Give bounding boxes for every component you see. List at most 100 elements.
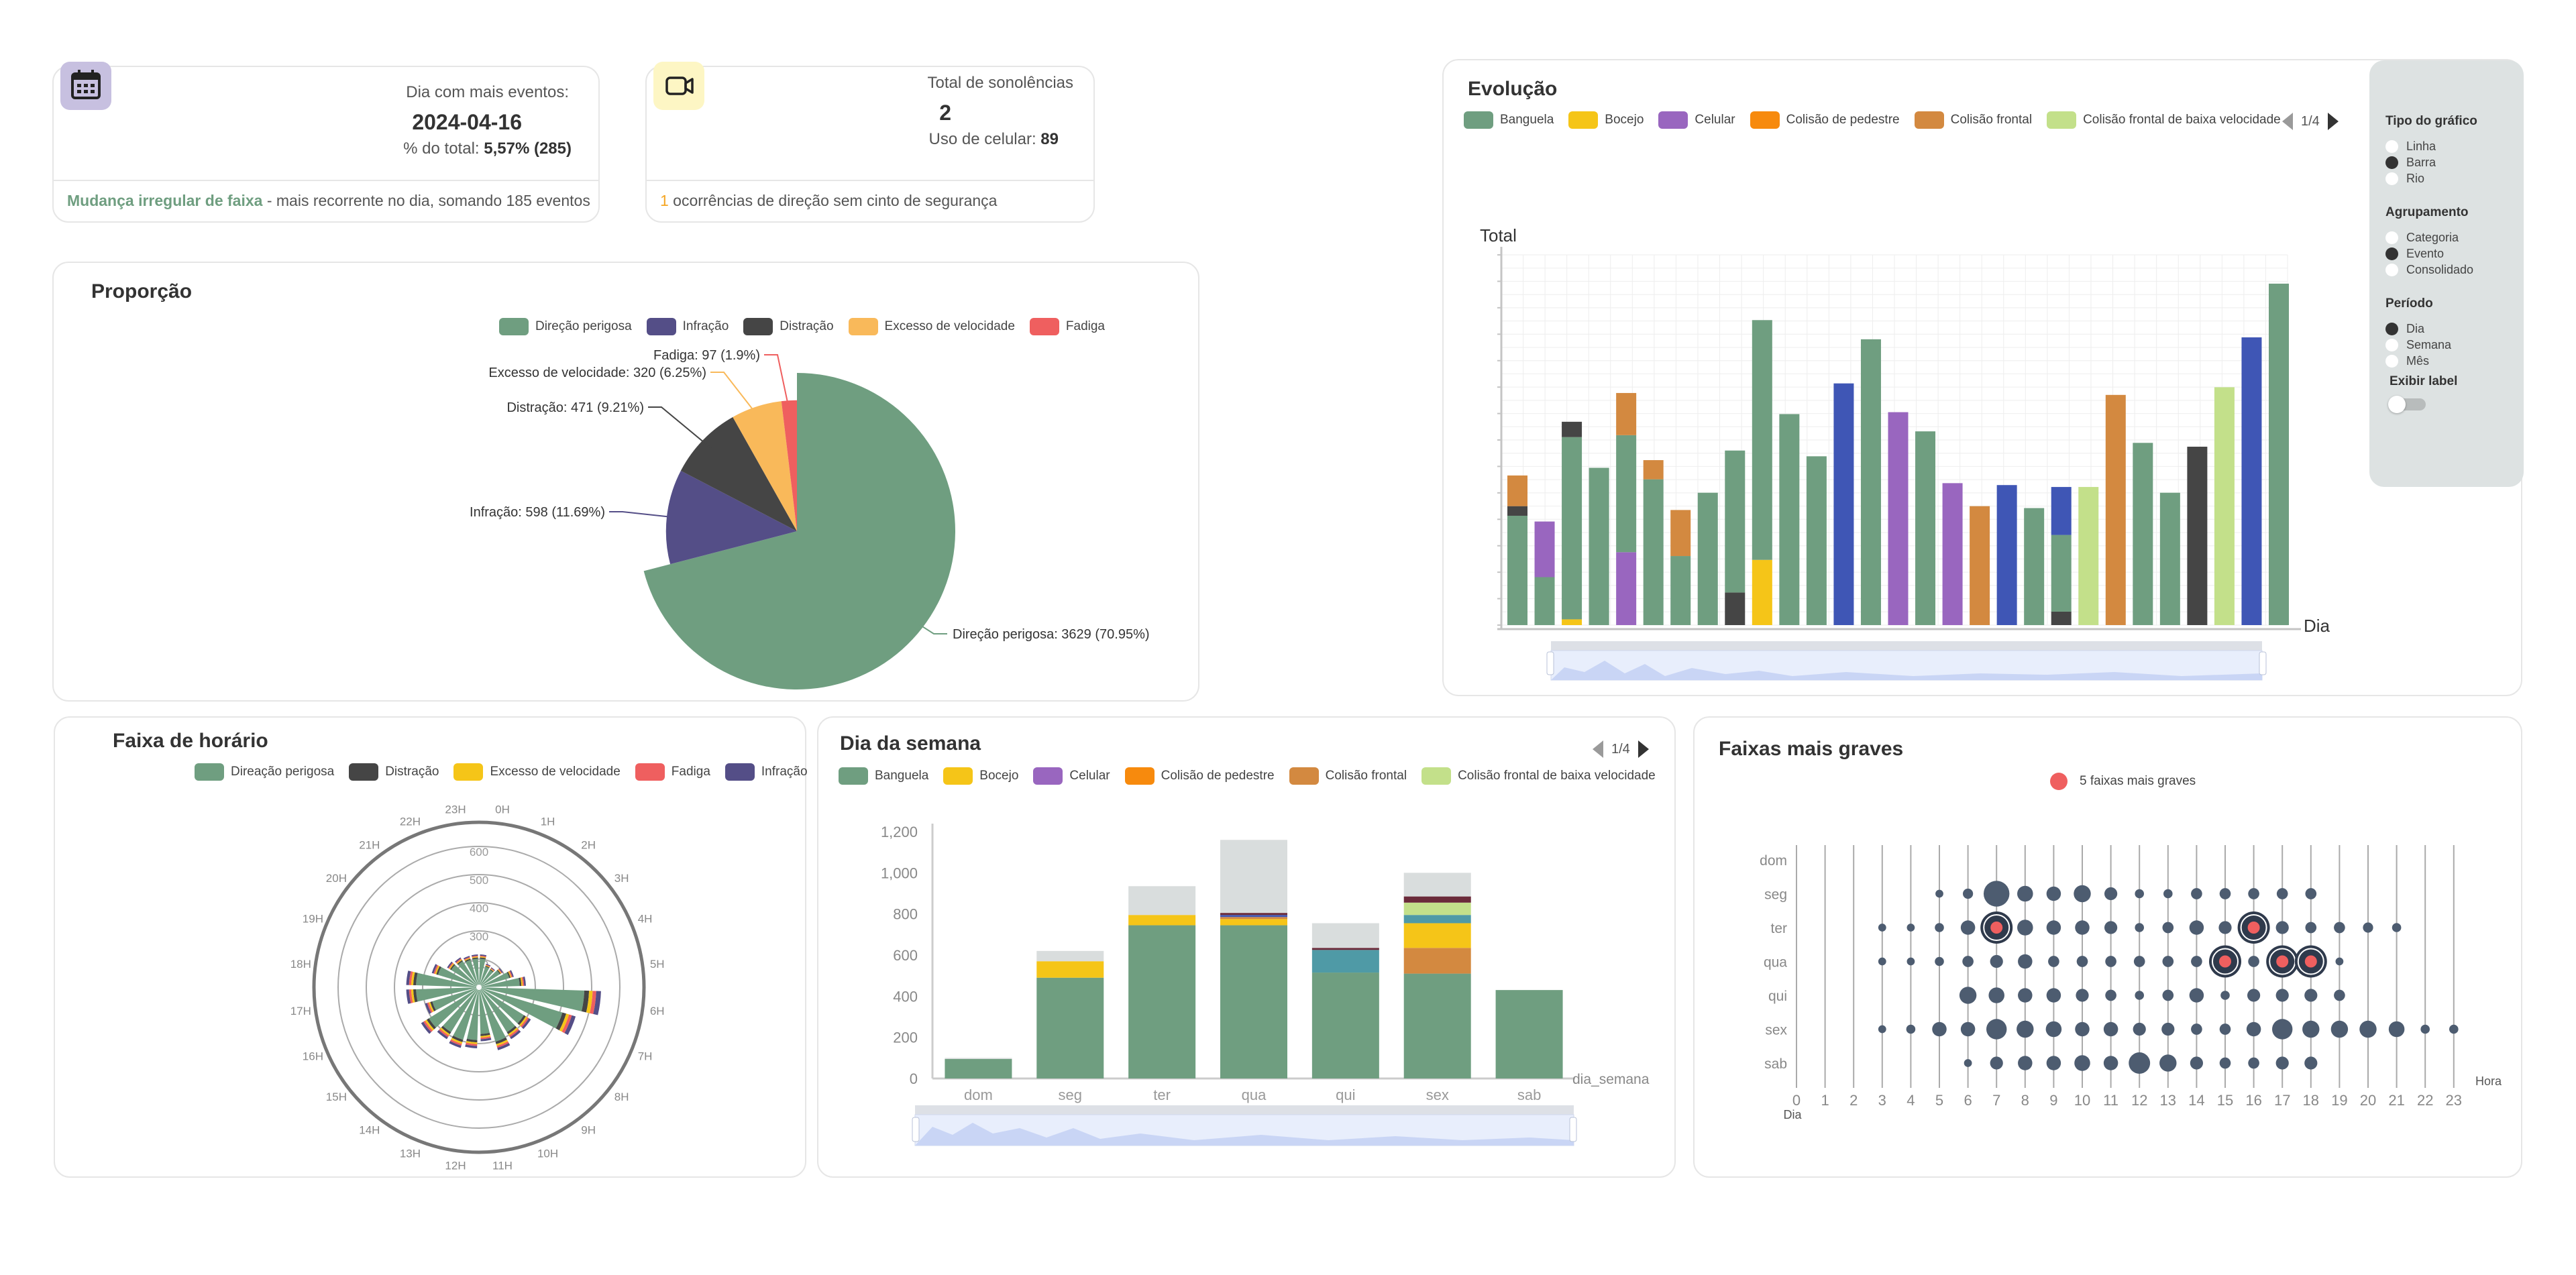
polar-bar-segment[interactable] xyxy=(480,957,486,960)
bar-segment[interactable] xyxy=(1616,552,1637,625)
scatter-point[interactable] xyxy=(1878,957,1886,966)
polar-bar-segment[interactable] xyxy=(427,1002,433,1013)
polar-bar-segment[interactable] xyxy=(523,977,526,986)
polar-bar-segment[interactable] xyxy=(463,956,470,960)
bar-segment[interactable] xyxy=(1942,483,1963,625)
polar-bar-segment[interactable] xyxy=(508,1027,519,1036)
evolucao-legend-item[interactable]: Colisão frontal xyxy=(1914,111,2032,129)
bar-segment[interactable] xyxy=(1643,479,1664,625)
polar-bar-segment[interactable] xyxy=(458,961,478,986)
polar-bar-segment[interactable] xyxy=(521,977,525,986)
polar-bar-segment[interactable] xyxy=(466,1041,478,1044)
polar-bar-segment[interactable] xyxy=(448,962,453,969)
polar-bar-segment[interactable] xyxy=(465,1044,478,1048)
polar-bar-segment[interactable] xyxy=(490,968,495,972)
scatter-point[interactable] xyxy=(2017,1020,2034,1038)
scatter-point[interactable] xyxy=(2220,991,2230,1000)
semana-legend-item[interactable]: Colisão frontal de baixa velocidade xyxy=(1421,767,1656,785)
evolucao-legend-item[interactable]: Colisão de pedestre xyxy=(1750,111,1900,129)
semana-legend-item[interactable]: Colisão de pedestre xyxy=(1124,767,1275,785)
faixa-legend-item[interactable]: Infração xyxy=(724,763,808,781)
bar-segment[interactable] xyxy=(1562,421,1582,437)
scatter-point[interactable] xyxy=(2363,922,2373,933)
scatter-point[interactable] xyxy=(2191,1023,2202,1035)
scatter-point[interactable] xyxy=(2218,921,2232,934)
bar-segment[interactable] xyxy=(1403,915,1471,924)
scatter-point[interactable] xyxy=(2129,1052,2151,1074)
pager-prev-icon[interactable] xyxy=(1593,740,1603,758)
bar-segment[interactable] xyxy=(2159,492,2180,625)
faixa-legend[interactable]: Direação perigosa Distração Excesso de vel… xyxy=(195,763,822,781)
label-toggle-switch[interactable] xyxy=(2388,396,2426,413)
bar-segment[interactable] xyxy=(1562,437,1582,620)
polar-bar-segment[interactable] xyxy=(409,971,413,985)
scatter-point[interactable] xyxy=(2163,889,2173,899)
bar-segment[interactable] xyxy=(1220,925,1287,1078)
polar-bar-segment[interactable] xyxy=(490,968,494,973)
scatter-point[interactable] xyxy=(2074,885,2091,903)
bar-segment[interactable] xyxy=(1507,515,1527,625)
scatter-point[interactable] xyxy=(2017,885,2033,902)
scatter-point[interactable] xyxy=(2275,989,2289,1002)
bar-segment[interactable] xyxy=(1970,506,1990,625)
zoom-handle-left[interactable] xyxy=(1546,651,1554,675)
bar-segment[interactable] xyxy=(2214,387,2235,625)
bar-segment[interactable] xyxy=(2241,337,2262,625)
polar-bar-segment[interactable] xyxy=(453,989,478,1040)
scatter-point[interactable] xyxy=(2018,1056,2033,1070)
polar-bar-segment[interactable] xyxy=(490,968,494,972)
bar-segment[interactable] xyxy=(2133,443,2153,625)
polar-bar-segment[interactable] xyxy=(481,978,520,987)
evolucao-bar-chart[interactable]: Total Dia xyxy=(1444,60,2356,698)
semana-bar-chart[interactable]: 0 200 400 600 800 1,000 1,200 dom seg ter qua qui se… xyxy=(818,718,1677,1179)
scatter-point[interactable] xyxy=(1962,888,1974,899)
polar-bar-segment[interactable] xyxy=(416,987,477,1002)
bar-segment[interactable] xyxy=(1220,913,1287,916)
polar-bar-segment[interactable] xyxy=(437,1030,448,1040)
scatter-point[interactable] xyxy=(2046,1056,2061,1070)
option-semana[interactable]: Semana xyxy=(2385,338,2451,352)
polar-bar-segment[interactable] xyxy=(508,971,512,978)
scatter-point[interactable] xyxy=(1960,920,1976,935)
polar-bar-segment[interactable] xyxy=(464,958,471,961)
scatter-point[interactable] xyxy=(1983,881,2010,907)
polar-bar-segment[interactable] xyxy=(496,969,501,975)
polar-bar-segment[interactable] xyxy=(480,1036,491,1040)
bar-segment[interactable] xyxy=(2078,487,2099,625)
polar-bar-segment[interactable] xyxy=(498,968,503,973)
semana-legend-item[interactable]: Colisão frontal xyxy=(1289,767,1407,785)
radio-button[interactable] xyxy=(2385,156,2398,169)
bar-segment[interactable] xyxy=(1697,492,1718,625)
polar-bar-segment[interactable] xyxy=(497,969,502,974)
scatter-point[interactable] xyxy=(2135,923,2144,932)
scatter-point[interactable] xyxy=(1878,924,1886,932)
bar-segment[interactable] xyxy=(1860,339,1881,625)
polar-bar-segment[interactable] xyxy=(435,965,440,975)
polar-bar-segment[interactable] xyxy=(416,973,477,987)
bar-segment[interactable] xyxy=(1403,923,1471,948)
scatter-point[interactable] xyxy=(2305,888,2317,899)
scatter-point[interactable] xyxy=(2392,923,2402,932)
scatter-point[interactable] xyxy=(1878,1025,1886,1034)
faixa-legend-item[interactable]: Distração xyxy=(349,763,439,781)
polar-bar-segment[interactable] xyxy=(451,964,478,986)
bar-segment[interactable] xyxy=(1128,886,1196,916)
polar-bar-segment[interactable] xyxy=(561,1014,572,1034)
scatter-point[interactable] xyxy=(2190,1056,2204,1070)
scatter-point[interactable] xyxy=(1935,923,1944,932)
semana-legend-item[interactable]: Banguela xyxy=(839,767,928,785)
scatter-point[interactable] xyxy=(2161,1022,2175,1036)
evolucao-legend[interactable]: Banguela Bocejo Celular Colisão de pedestre… xyxy=(1464,111,2296,129)
polar-bar-segment[interactable] xyxy=(481,988,563,1029)
polar-bar-segment[interactable] xyxy=(411,989,415,1003)
scatter-point[interactable] xyxy=(2135,889,2144,899)
bar-segment[interactable] xyxy=(1779,414,1800,625)
scatter-point[interactable] xyxy=(2076,989,2089,1002)
option-rio[interactable]: Rio xyxy=(2385,172,2424,186)
polar-bar-segment[interactable] xyxy=(520,977,523,987)
polar-bar-segment[interactable] xyxy=(480,956,486,958)
polar-bar-segment[interactable] xyxy=(425,1019,435,1031)
bar-segment[interactable] xyxy=(1752,320,1772,560)
polar-bar-segment[interactable] xyxy=(559,1013,570,1032)
polar-bar-segment[interactable] xyxy=(508,971,513,978)
